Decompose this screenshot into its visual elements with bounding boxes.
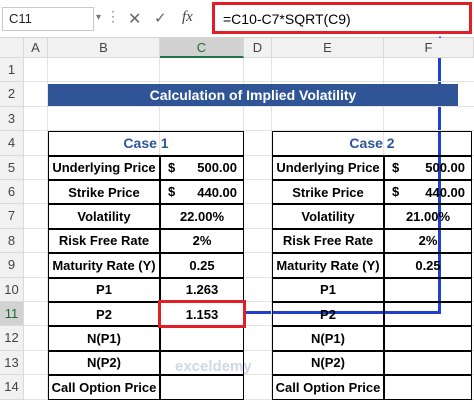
case2-header[interactable]: Case 2 xyxy=(272,131,472,156)
formula-bar: C11 ▾ ⋮ ✕ ✓ fx =C10-C7*SQRT(C9) xyxy=(0,0,474,38)
case2-value-cell[interactable] xyxy=(384,350,472,376)
name-box-dropdown-icon[interactable]: ▾ xyxy=(96,12,102,23)
gridline xyxy=(24,276,474,278)
formula-input[interactable]: =C10-C7*SQRT(C9) xyxy=(212,2,472,34)
case2-value-cell[interactable] xyxy=(384,302,472,327)
case1-value-cell[interactable]: 1.263 xyxy=(160,277,244,302)
case2-label-cell[interactable]: Strike Price xyxy=(272,180,384,205)
case1-label-cell[interactable]: N(P2) xyxy=(48,350,160,376)
row-header-3[interactable]: 3 xyxy=(0,106,24,132)
column-header-f[interactable]: F xyxy=(384,38,474,58)
column-header-c[interactable]: C xyxy=(160,38,244,58)
case1-value-cell[interactable] xyxy=(160,375,244,400)
case1-header[interactable]: Case 1 xyxy=(48,131,244,156)
case2-label-cell[interactable]: Volatility xyxy=(272,204,384,229)
currency-symbol: $ xyxy=(392,184,400,199)
case1-value-cell[interactable] xyxy=(160,326,244,351)
case2-value-cell[interactable]: 440.00 xyxy=(384,180,472,205)
case2-value-cell[interactable]: 0.25 xyxy=(384,253,472,278)
case2-label-cell[interactable]: N(P1) xyxy=(272,326,384,351)
gridline xyxy=(24,349,474,351)
gridline xyxy=(24,227,474,229)
case2-label-cell[interactable]: Risk Free Rate xyxy=(272,228,384,254)
case2-label-cell[interactable]: P2 xyxy=(272,302,384,327)
case2-value-cell[interactable]: 21.00% xyxy=(384,204,472,229)
gridline xyxy=(47,58,48,400)
currency-symbol: $ xyxy=(168,184,176,199)
currency-symbol: $ xyxy=(168,159,176,175)
column-header-e[interactable]: E xyxy=(272,38,384,58)
gridline xyxy=(24,105,474,107)
case1-value-cell[interactable] xyxy=(160,350,244,376)
case2-label-cell[interactable]: Maturity Rate (Y) xyxy=(272,253,384,278)
gridline xyxy=(24,154,474,156)
case2-label-cell[interactable]: Call Option Price xyxy=(272,375,384,400)
row-header-13[interactable]: 13 xyxy=(0,350,24,376)
row-header-12[interactable]: 12 xyxy=(0,326,24,351)
column-header-b[interactable]: B xyxy=(48,38,160,58)
row-header-4[interactable]: 4 xyxy=(0,131,24,156)
case1-label-cell[interactable]: Risk Free Rate xyxy=(48,228,160,254)
row-header-7[interactable]: 7 xyxy=(0,204,24,229)
active-cell-highlight xyxy=(158,300,246,329)
row-header-8[interactable]: 8 xyxy=(0,228,24,254)
case2-value-cell[interactable] xyxy=(384,277,472,302)
case1-label-cell[interactable]: Maturity Rate (Y) xyxy=(48,253,160,278)
case1-label-cell[interactable]: P2 xyxy=(48,302,160,327)
row-header-6[interactable]: 6 xyxy=(0,180,24,205)
case1-label-cell[interactable]: Call Option Price xyxy=(48,375,160,400)
select-all-corner[interactable] xyxy=(0,38,24,58)
row-header-5[interactable]: 5 xyxy=(0,155,24,180)
arrow-horizontal-line xyxy=(244,311,440,314)
case2-label-cell[interactable]: P1 xyxy=(272,277,384,302)
cancel-icon[interactable]: ✕ xyxy=(128,11,142,28)
gridline xyxy=(24,252,474,254)
case1-value-cell[interactable]: 2% xyxy=(160,228,244,254)
case1-label-cell[interactable]: N(P1) xyxy=(48,326,160,351)
case1-value-cell[interactable]: 22.00% xyxy=(160,204,244,229)
gridline xyxy=(24,179,474,180)
insert-function-icon[interactable]: fx xyxy=(182,9,193,25)
row-header-10[interactable]: 10 xyxy=(0,277,24,302)
case1-label-cell[interactable]: Underlying Price xyxy=(48,155,160,180)
gridline xyxy=(24,301,474,302)
case1-value-cell[interactable]: 0.25 xyxy=(160,253,244,278)
gridline xyxy=(24,203,474,205)
case2-value-cell[interactable]: 2% xyxy=(384,228,472,254)
case1-label-cell[interactable]: Volatility xyxy=(48,204,160,229)
row-header-2[interactable]: 2 xyxy=(0,82,24,107)
more-icon: ⋮ xyxy=(106,8,120,24)
case2-value-cell[interactable] xyxy=(384,375,472,400)
column-header-a[interactable]: A xyxy=(24,38,48,58)
name-box[interactable]: C11 xyxy=(2,7,94,31)
row-header-9[interactable]: 9 xyxy=(0,253,24,278)
title-banner: Calculation of Implied Volatility xyxy=(48,84,458,106)
case2-value-cell[interactable]: 500.00 xyxy=(384,155,472,180)
gridline xyxy=(271,58,272,400)
gridline xyxy=(24,81,474,83)
case1-value-cell[interactable]: 500.00 xyxy=(160,155,244,180)
case1-value-cell[interactable]: 440.00 xyxy=(160,180,244,205)
row-header-1[interactable]: 1 xyxy=(0,58,24,83)
row-header-11[interactable]: 11 xyxy=(0,302,24,327)
case1-label-cell[interactable]: P1 xyxy=(48,277,160,302)
case1-label-cell[interactable]: Strike Price xyxy=(48,180,160,205)
currency-symbol: $ xyxy=(392,159,400,175)
watermark: exceldemy xyxy=(175,358,252,375)
row-header-14[interactable]: 14 xyxy=(0,375,24,400)
enter-icon[interactable]: ✓ xyxy=(154,10,167,27)
case2-label-cell[interactable]: Underlying Price xyxy=(272,155,384,180)
case2-value-cell[interactable] xyxy=(384,326,472,351)
column-header-d[interactable]: D xyxy=(244,38,272,58)
gridline xyxy=(24,374,474,376)
gridline xyxy=(24,130,474,132)
gridline xyxy=(24,325,474,327)
case2-label-cell[interactable]: N(P2) xyxy=(272,350,384,376)
gridline xyxy=(24,398,474,400)
